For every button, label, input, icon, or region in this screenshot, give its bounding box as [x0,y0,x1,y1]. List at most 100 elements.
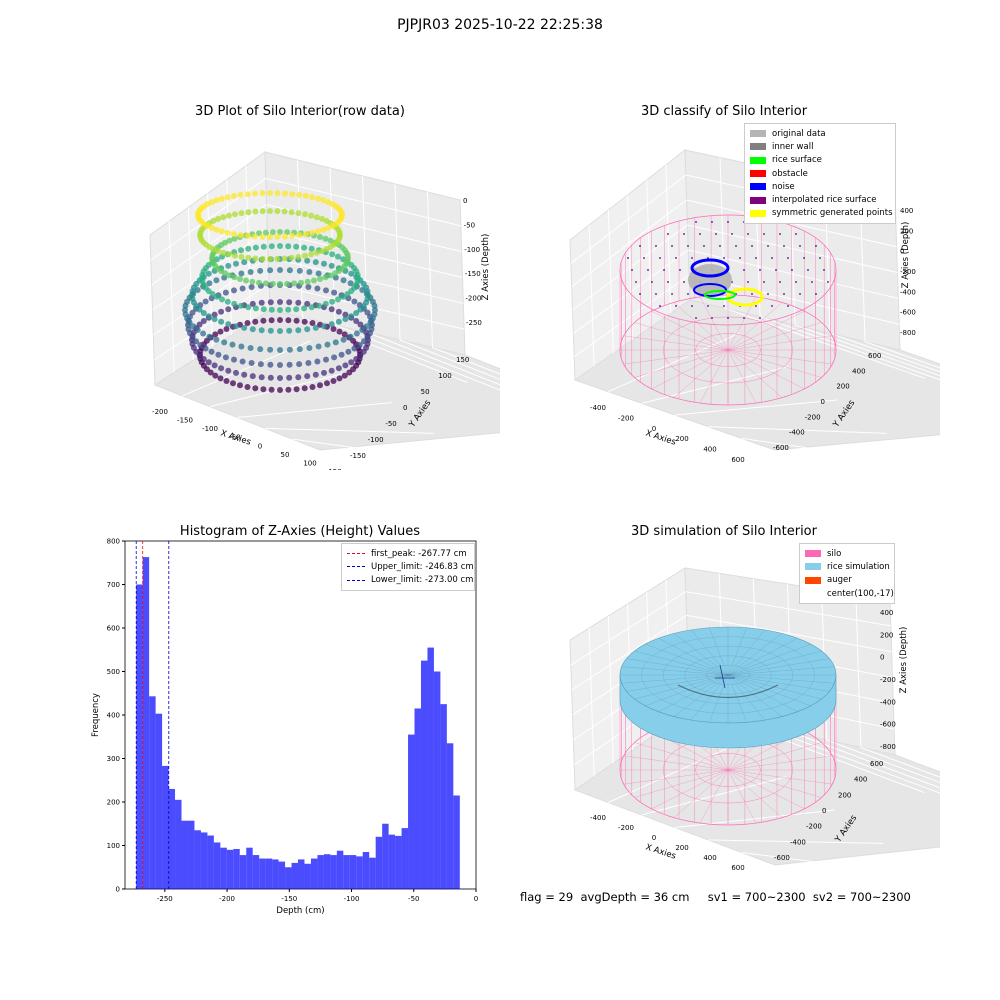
scatter-point [301,385,308,392]
scatter-point [346,369,353,376]
grid-line [237,402,393,418]
scatter-point [258,374,265,381]
rice-mesh-spoke [727,638,798,676]
scatter-point [289,232,296,239]
scatter-point [237,191,244,198]
scatter-point [218,318,225,325]
z-tick-label: -800 [880,743,896,751]
scatter-point [220,249,227,256]
surface-point [791,269,793,271]
surface-point [747,281,749,283]
scatter-point [295,253,302,260]
scatter-point [306,345,313,351]
surface-point [751,293,753,295]
rice-mesh-spoke [727,666,835,676]
legend-label: rice simulation [827,561,890,572]
scatter-point [312,259,319,266]
scatter-point [247,269,254,275]
surface-point [795,281,797,283]
scatter-point [364,288,371,295]
panel3-title: Histogram of Z-Axies (Height) Values [179,524,421,539]
scatter-point [226,237,233,244]
scatter-point [277,243,283,249]
silo-floor-ring [662,316,794,384]
scatter-point [304,278,311,285]
surface-point [631,269,633,271]
y-tick-label: 600 [868,352,881,360]
scatter-point [291,280,298,287]
scatter-point [316,302,322,309]
scatter-point [356,342,363,348]
scatter-point [309,320,316,326]
scatter-point [218,228,225,235]
scatter-point [213,293,220,300]
silo-floor-spoke [727,349,757,404]
grid-line [741,852,932,878]
scatter-point [208,199,215,206]
scatter-point [211,362,218,369]
scatter-point [327,272,334,279]
surface-point [695,221,697,223]
scatter-point [225,251,232,258]
scatter-point [267,361,274,368]
scatter-point [340,277,347,284]
histogram-bar [323,854,331,889]
scatter-point [277,362,283,368]
scatter-point [223,326,230,332]
scatter-point [245,245,252,252]
scatter-point [221,339,228,346]
scatter-point [308,304,315,311]
scatter-point [233,260,239,267]
scatter-point [257,267,264,274]
scatter-point [336,229,343,236]
scatter-point [285,243,292,250]
histogram-bar [265,858,273,889]
rice-mesh-spoke [626,658,729,676]
y-axis-label: Frequency [91,693,101,737]
scatter-point [225,321,232,328]
scatter-point [336,328,343,335]
legend-swatch [750,170,766,178]
rice-mesh-spoke [673,633,729,676]
silo-floor-spoke [727,755,833,771]
panel1-title: 3D Plot of Silo Interior(row data) [195,104,405,119]
scatter-point [244,320,251,326]
silo-floor-spoke [673,349,729,398]
z-tick-label: -200 [880,676,896,684]
x-tick-label: -50 [408,895,419,903]
scatter-point [249,300,256,307]
histogram-bar [194,830,201,889]
scatter-point [293,317,300,324]
scatter-point [267,190,273,196]
scatter-point [248,284,255,290]
scatter-point [231,356,237,363]
scatter-point [218,365,225,372]
z-tick-label: -600 [880,721,896,729]
scatter-point [231,192,237,199]
scatter-point [274,208,281,215]
y-tick-label: 400 [854,776,867,784]
scatter-point [237,232,244,239]
z-tick-label: -400 [900,288,916,296]
surface-point [711,317,713,319]
rice-mesh-spoke [709,674,729,723]
scatter-point [286,361,293,368]
rice-mesh-spoke [727,629,766,676]
surface-point [727,317,729,319]
grid-line [759,316,940,381]
x-axis-label: X Axies [644,428,677,447]
scatter-point [200,330,207,337]
silo-floor-spoke [623,769,729,785]
scatter-point [329,251,336,258]
scatter-point [286,374,293,381]
histogram-bar [310,858,318,889]
surface-point [687,293,689,295]
scatter-point [296,267,303,274]
histogram-bar [453,795,460,889]
scatter-point [312,371,319,378]
scatter-point [296,346,303,353]
scatter-point [351,345,358,352]
grid-line [641,366,789,404]
silo-floor-ring [695,753,761,787]
scatter-point [313,214,320,221]
